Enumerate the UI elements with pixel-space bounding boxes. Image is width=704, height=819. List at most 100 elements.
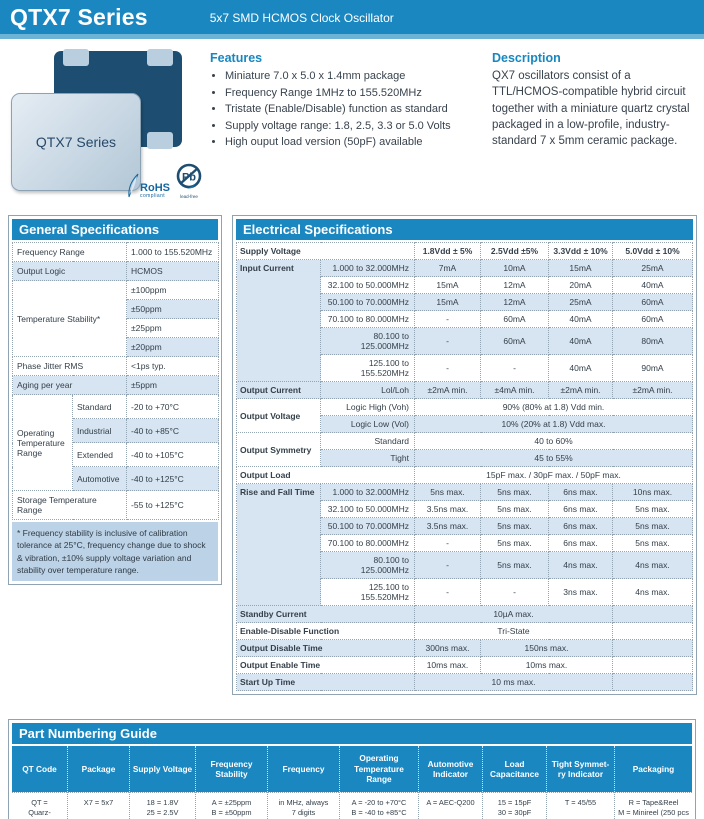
empty-cell	[612, 673, 693, 691]
value-cell: 60mA	[480, 327, 549, 355]
spec-label: Supply Voltage	[236, 242, 415, 260]
value-cell: 10ns max.	[612, 483, 693, 501]
spec-label: Output Disable Time	[236, 639, 415, 657]
value-cell: 6ns max.	[548, 534, 613, 552]
value-cell: 10ms max.	[414, 656, 481, 674]
value-cell: 150ns max.	[480, 639, 613, 657]
pn-column-operating-temperature: Operating Temperature Range A = -20 to +…	[339, 746, 418, 819]
feature-item: Tristate (Enable/Disable) function as st…	[225, 101, 476, 118]
spec-label: Frequency Range	[11, 242, 128, 262]
value-cell: -	[414, 310, 481, 328]
spec-label: Rise and Fall Time	[236, 483, 321, 606]
value-cell: 3.5ns max.	[414, 517, 481, 535]
pn-cell: A = ±25ppm B = ±50ppm C = ±100ppm D = ±2…	[195, 792, 267, 819]
value-cell: 3.5ns max.	[414, 500, 481, 518]
pn-column-qt-code: QT Code QT = Quarz- technik	[12, 746, 67, 819]
supply-voltage-cell: 5.0Vdd ± 10%	[612, 242, 693, 260]
spec-sublabel: Standard	[320, 432, 415, 450]
value-cell: 4ns max.	[612, 551, 693, 579]
pn-cell: in MHz, always 7 digits including the de…	[267, 792, 339, 819]
pn-cell: X7 = 5x7	[67, 792, 129, 819]
spec-label: Enable-Disable Function	[236, 622, 415, 640]
value-cell: 40 to 60%	[414, 432, 693, 450]
chip-label: QTX7 Series	[35, 134, 117, 150]
spec-sublabel: Logic High (Voh)	[320, 398, 415, 416]
electrical-specs-table: Supply Voltage 1.8Vdd ± 5% 2.5Vdd ±5% 3.…	[236, 242, 693, 691]
description-section: Description QX7 oscillators consist of a…	[492, 51, 696, 201]
value-cell: 5ns max.	[480, 483, 549, 501]
pn-cell: 18 = 1.8V 25 = 2.5V 33 = 3.3V 50 = 5.0V	[129, 792, 195, 819]
value-cell: 45 to 55%	[414, 449, 693, 467]
value-cell: 90mA	[612, 354, 693, 382]
value-cell: 40mA	[612, 276, 693, 294]
spec-label: Output Load	[236, 466, 415, 484]
freq-range-cell: 125.100 to 155.520MHz	[320, 354, 415, 382]
pb-free-icon: Pb lead-free	[174, 163, 204, 199]
pn-header: Operating Temperature Range	[339, 746, 418, 792]
freq-range-cell: 80.100 to 125.000MHz	[320, 327, 415, 355]
value-cell: 60mA	[480, 310, 549, 328]
general-specs-footnote: * Frequency stability is inclusive of ca…	[12, 522, 218, 582]
pn-header: Packaging	[614, 746, 692, 792]
pn-column-package: Package X7 = 5x7	[67, 746, 129, 819]
freq-range-cell: 70.100 to 80.000MHz	[320, 534, 415, 552]
feature-item: Supply voltage range: 1.8, 2.5, 3.3 or 5…	[225, 118, 476, 135]
pn-cell: 15 = 15pF 30 = 30pF 50 = 50pF	[482, 792, 546, 819]
spec-label: Output Current	[236, 381, 321, 399]
electrical-specs-section: Electrical Specifications Supply Voltage…	[232, 215, 697, 695]
spec-value: -40 to +125°C	[126, 466, 220, 491]
value-cell: -	[414, 534, 481, 552]
value-cell: 4ns max.	[548, 551, 613, 579]
value-cell: Tri-State	[414, 622, 613, 640]
spec-sublabel: Lol/Loh	[320, 381, 415, 399]
value-cell: 10 ms max.	[414, 673, 613, 691]
spec-section: General Specifications Frequency Range 1…	[8, 215, 697, 695]
spec-value: ±100ppm	[126, 280, 220, 300]
value-cell: 5ns max.	[612, 517, 693, 535]
pn-cell: A = -20 to +70°C B = -40 to +85°C C = -4…	[339, 792, 418, 819]
value-cell: 15mA	[414, 276, 481, 294]
spec-label: Temperature Stability*	[11, 280, 128, 357]
description-text: QX7 oscillators consist of a TTL/HCMOS-c…	[492, 70, 690, 148]
value-cell: 60mA	[612, 310, 693, 328]
value-cell: 25mA	[548, 293, 613, 311]
pn-column-packaging: Packaging R = Tape&Reel M = Minireel (25…	[614, 746, 692, 819]
spec-sublabel: Industrial	[71, 418, 128, 443]
pn-cell: A = AEC-Q200	[418, 792, 482, 819]
pn-column-automotive-indicator: Automotive Indicator A = AEC-Q200	[418, 746, 482, 819]
value-cell: 25mA	[612, 259, 693, 277]
value-cell: 5ns max.	[480, 517, 549, 535]
part-numbering-table: QT Code QT = Quarz- technik Package X7 =…	[12, 746, 692, 819]
feature-item: Miniature 7.0 x 5.0 x 1.4mm package	[225, 68, 476, 85]
pn-cell: R = Tape&Reel M = Minireel (250 pcs Tape…	[614, 792, 692, 819]
pn-column-tight-symmetry: Tight Symmet- ry Indicator T = 45/55	[546, 746, 614, 819]
value-cell: 5ns max.	[612, 500, 693, 518]
empty-cell	[612, 656, 693, 674]
spec-label: Aging per year	[11, 375, 128, 395]
pn-column-frequency: Frequency in MHz, always 7 digits includ…	[267, 746, 339, 819]
value-cell: 10ms max.	[480, 656, 613, 674]
freq-range-cell: 125.100 to 155.520MHz	[320, 578, 415, 606]
pn-cell: T = 45/55	[546, 792, 614, 819]
value-cell: 90% (80% at 1.8) Vdd min.	[414, 398, 693, 416]
freq-range-cell: 50.100 to 70.000MHz	[320, 517, 415, 535]
value-cell: ±4mA min.	[480, 381, 549, 399]
value-cell: 15mA	[548, 259, 613, 277]
value-cell: 15mA	[414, 293, 481, 311]
value-cell: 6ns max.	[548, 517, 613, 535]
pn-header: Tight Symmet- ry Indicator	[546, 746, 614, 792]
value-cell: 6ns max.	[548, 500, 613, 518]
value-cell: -	[480, 354, 549, 382]
freq-range-cell: 80.100 to 125.000MHz	[320, 551, 415, 579]
value-cell: 5ns max.	[480, 551, 549, 579]
empty-cell	[612, 605, 693, 623]
value-cell: 40mA	[548, 354, 613, 382]
value-cell: 40mA	[548, 310, 613, 328]
value-cell: 12mA	[480, 293, 549, 311]
value-cell: 80mA	[612, 327, 693, 355]
pn-cell: QT = Quarz- technik	[12, 792, 67, 819]
value-cell: 10% (20% at 1.8) Vdd max.	[414, 415, 693, 433]
empty-cell	[612, 622, 693, 640]
value-cell: 10µA max.	[414, 605, 613, 623]
